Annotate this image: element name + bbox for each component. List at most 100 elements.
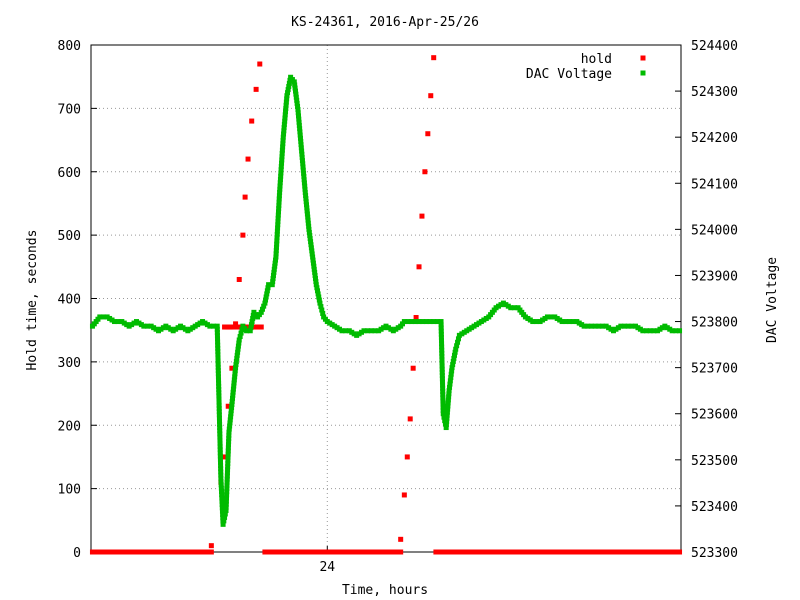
dac-voltage-point [438,331,444,337]
dac-voltage-point [445,403,451,409]
dac-voltage-point [215,368,221,374]
dac-voltage-point [306,229,312,235]
dac-voltage-point [216,387,222,393]
dac-voltage-point [452,349,458,355]
dac-voltage-point [448,375,454,381]
dac-voltage-point [596,323,602,329]
dac-voltage-point [278,167,284,173]
dac-voltage-point [319,307,325,313]
hold-point [428,93,434,99]
dac-voltage-point [226,432,232,438]
dac-voltage-point [299,148,305,154]
dac-voltage-point [446,394,452,400]
dac-voltage-point [450,362,456,368]
dac-voltage-point [224,489,230,495]
dac-voltage-point [214,329,220,335]
dac-voltage-point [339,328,345,334]
dac-voltage-point [304,205,310,211]
dac-voltage-point [215,355,221,361]
legend-marker-hold [640,55,646,61]
grid [91,45,681,552]
hold-point [208,549,214,555]
dac-voltage-point [563,319,569,325]
dac-voltage-point [301,177,307,183]
dac-voltage-point [286,80,292,86]
dac-voltage-point [217,437,223,443]
dac-voltage-point [278,163,284,169]
dac-voltage-point [145,323,151,329]
dac-voltage-point [226,435,232,441]
dac-voltage-point [218,479,224,485]
dac-voltage-point [224,482,230,488]
dac-voltage-point [229,402,235,408]
dac-voltage-point [405,319,411,325]
dac-voltage-point [440,385,446,391]
dac-voltage-point [218,463,224,469]
dac-voltage-point [233,365,239,371]
dac-voltage-point [312,272,318,278]
dac-voltage-point [230,386,236,392]
dac-voltage-point [445,406,451,412]
dac-voltage-point [440,408,446,414]
dac-voltage-point [444,418,450,424]
dac-voltage-point [283,105,289,111]
dac-voltage-point [100,314,106,320]
dac-voltage-point [453,346,459,352]
y2-tick-label: 524200 [691,131,738,146]
dac-voltage-point [300,167,306,173]
dac-voltage-point [233,362,239,368]
dac-voltage-point [439,344,445,350]
dac-voltage-point [302,183,308,189]
dac-voltage-point [439,357,445,363]
dac-voltage-point [640,328,646,334]
hold-point [253,86,259,92]
dac-voltage-point [249,319,255,325]
dac-voltage-point [222,514,228,520]
dac-voltage-point [308,245,314,251]
dac-voltage-point [216,402,222,408]
dac-voltage-point [311,263,317,269]
dac-voltage-point [450,358,456,364]
dac-voltage-point [275,212,281,218]
dac-voltage-point [444,415,450,421]
dac-voltage-point [214,326,220,332]
dac-voltage-point [621,323,627,329]
dac-voltage-point [297,129,303,135]
dac-voltage-point [296,122,302,128]
dac-voltage-point [232,374,238,380]
dac-voltage-point [273,257,279,263]
dac-voltage-point [316,294,322,300]
dac-voltage-point [219,488,225,494]
dac-voltage-point [273,251,279,257]
dac-voltage-point [218,459,224,465]
dac-voltage-point [284,93,290,99]
dac-voltage-point [317,300,323,306]
dac-voltage-point [303,193,309,199]
dac-voltage-point [274,238,280,244]
hold-point [413,315,419,321]
dac-voltage-point [585,323,591,329]
dac-voltage-point [218,485,224,491]
dac-voltage-point [244,328,250,334]
dac-voltage-point [258,309,264,315]
y-tick-label: 300 [58,356,81,371]
dac-voltage-point [443,421,449,427]
dac-voltage-point [438,328,444,334]
dac-voltage-point [215,336,221,342]
hold-point [208,543,214,549]
y-tick-label: 800 [58,39,81,54]
dac-voltage-point [647,328,653,334]
dac-voltage-point [316,297,322,303]
dac-voltage-point [280,144,286,150]
dac-voltage-point [232,371,238,377]
dac-voltage-point [273,244,279,250]
dac-voltage-point [440,388,446,394]
dac-voltage-point [219,508,225,514]
dac-voltage-point [302,189,308,195]
dac-voltage-point [300,164,306,170]
dac-voltage-point [215,364,221,370]
dac-voltage-point [423,319,429,325]
dac-voltage-point [215,349,221,355]
dac-voltage-point [217,444,223,450]
dac-voltage-point [275,225,281,231]
